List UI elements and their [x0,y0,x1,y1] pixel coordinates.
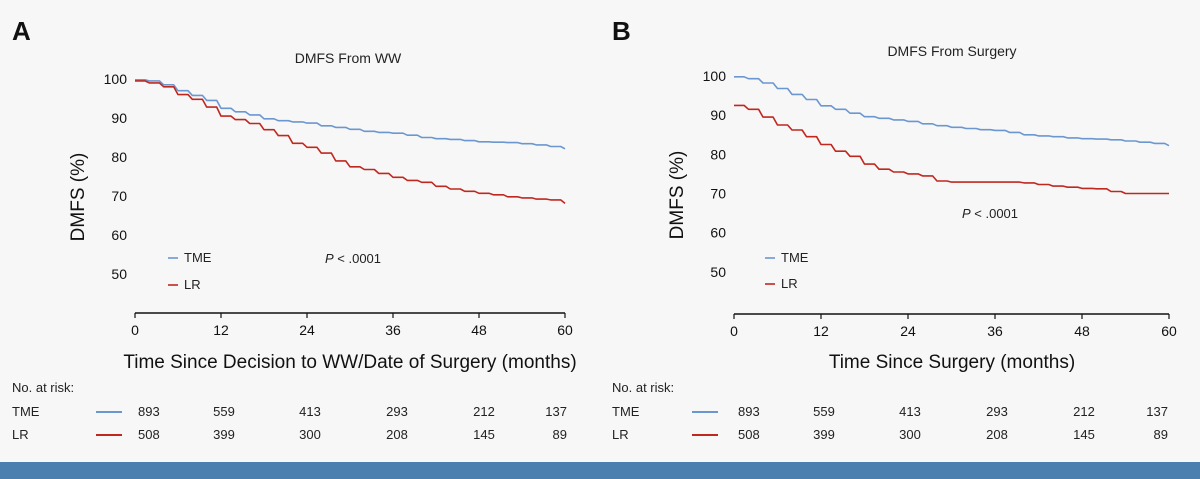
panel-a-risk-value-tme: 212 [473,404,495,419]
panel-a-risk-label-lr: LR [12,427,29,442]
panel-b-y-tick-label: 100 [703,68,727,84]
panel-a-letter: A [12,16,31,46]
panel-a-x-tick-label: 12 [213,322,229,338]
panel-b-pvalue: P < .0001 [962,206,1018,221]
panel-b-risk-value-tme: 293 [986,404,1008,419]
panel-b-risk-value-lr: 300 [899,427,921,442]
panel-b-risk-header: No. at risk: [612,380,674,395]
panel-a-y-label: DMFS (%) [68,153,89,242]
panel-b-risk-label-lr: LR [612,427,629,442]
panel-a-x-tick-label: 0 [131,322,139,338]
panel-b-legend-label-tme: TME [781,250,809,265]
panel-a-risk-value-lr: 89 [553,427,567,442]
panel-a-risk-value-lr: 145 [473,427,495,442]
panel-b-x-label: Time Since Surgery (months) [829,352,1075,373]
panel-a-risk-value-lr: 300 [299,427,321,442]
panel-b-risk-value-lr: 508 [738,427,760,442]
panel-b-y-tick-label: 60 [710,225,726,241]
panel-b: B DMFS From Surgery 0 12 24 36 48 60 100 90 80 70 60… [612,16,1177,442]
panel-a-y-tick-label: 80 [111,149,127,165]
panel-b-pvalue-rest: < .0001 [971,206,1018,221]
panel-a: A DMFS From WW 0 12 24 36 48 60 100 90 80 70 60 50 Tim… [12,16,577,442]
panel-b-x-tick-label: 0 [730,323,738,339]
panel-b-series-tme [734,76,1170,147]
panel-b-risk-value-lr: 145 [1073,427,1095,442]
panel-b-risk-value-tme: 137 [1146,404,1168,419]
panel-a-risk-value-lr: 399 [213,427,235,442]
panel-a-pvalue-p: P [325,251,334,266]
bottom-color-bar [0,462,1200,479]
panel-a-risk-value-tme: 559 [213,404,235,419]
panel-b-x-tick-label: 24 [900,323,916,339]
panel-a-legend-label-tme: TME [184,250,212,265]
panel-a-risk-value-tme: 137 [545,404,567,419]
panel-b-x-tick-label: 60 [1161,323,1177,339]
panel-a-pvalue-rest: < .0001 [334,251,381,266]
panel-a-x-tick-label: 24 [299,322,315,338]
panel-a-risk-value-lr: 508 [138,427,160,442]
panel-a-title: DMFS From WW [295,50,402,66]
panel-a-x-tick-label: 48 [471,322,487,338]
panel-b-risk-value-tme: 893 [738,404,760,419]
panel-a-pvalue: P < .0001 [325,251,381,266]
panel-b-title: DMFS From Surgery [887,43,1016,59]
panel-a-risk-header: No. at risk: [12,380,74,395]
panel-a-y-tick-label: 100 [104,71,128,87]
panel-a-series-tme [135,79,566,150]
panel-a-risk-value-tme: 893 [138,404,160,419]
panel-a-risk-value-lr: 208 [386,427,408,442]
panel-b-y-tick-label: 50 [710,264,726,280]
panel-b-x-tick-label: 48 [1074,323,1090,339]
panel-b-risk-value-tme: 413 [899,404,921,419]
panel-b-risk-value-lr: 208 [986,427,1008,442]
panel-a-x-tick-label: 60 [557,322,573,338]
panel-b-risk-value-tme: 559 [813,404,835,419]
panel-b-risk-value-lr: 89 [1154,427,1168,442]
panel-b-letter: B [612,16,631,46]
panel-b-risk-label-tme: TME [612,404,640,419]
panel-a-y-tick-label: 90 [111,110,127,126]
panel-a-y-tick-label: 50 [111,266,127,282]
panel-b-x-tick-label: 36 [987,323,1003,339]
panel-a-y-tick-label: 70 [111,188,127,204]
panel-a-x-tick-label: 36 [385,322,401,338]
panel-b-legend-label-lr: LR [781,276,798,291]
panel-b-risk-value-tme: 212 [1073,404,1095,419]
panel-a-risk-value-tme: 413 [299,404,321,419]
panel-b-y-label: DMFS (%) [667,151,688,240]
panel-b-pvalue-p: P [962,206,971,221]
panel-a-series-lr [135,80,566,205]
panel-b-y-tick-label: 80 [710,146,726,162]
panel-b-y-tick-label: 70 [710,186,726,202]
panel-a-y-tick-label: 60 [111,227,127,243]
panel-b-y-tick-label: 90 [710,107,726,123]
panel-b-x-tick-label: 12 [813,323,829,339]
panel-a-risk-value-tme: 293 [386,404,408,419]
panel-b-series-lr [734,104,1169,195]
panel-b-risk-value-lr: 399 [813,427,835,442]
panel-a-risk-label-tme: TME [12,404,40,419]
panel-a-legend-label-lr: LR [184,277,201,292]
panel-a-x-label: Time Since Decision to WW/Date of Surger… [123,352,576,373]
